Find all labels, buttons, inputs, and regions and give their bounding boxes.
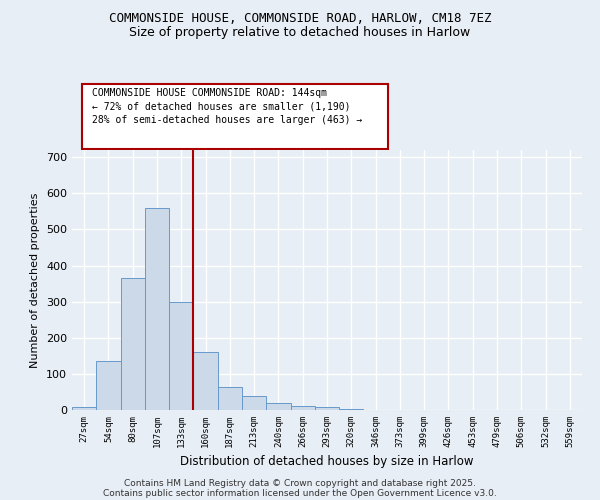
Text: Contains public sector information licensed under the Open Government Licence v3: Contains public sector information licen… (103, 488, 497, 498)
Bar (169, 302, 193, 410)
Bar (193, 352, 218, 410)
Bar (121, 278, 145, 410)
Text: Size of property relative to detached houses in Harlow: Size of property relative to detached ho… (130, 26, 470, 39)
Y-axis label: Number of detached properties: Number of detached properties (31, 192, 40, 368)
Bar (290, 406, 315, 410)
X-axis label: Distribution of detached houses by size in Harlow: Distribution of detached houses by size … (180, 456, 474, 468)
Bar (145, 208, 169, 410)
Bar (242, 396, 266, 410)
Bar (72, 407, 96, 410)
FancyBboxPatch shape (82, 84, 388, 148)
Text: COMMONSIDE HOUSE COMMONSIDE ROAD: 144sqm
← 72% of detached houses are smaller (1: COMMONSIDE HOUSE COMMONSIDE ROAD: 144sqm… (92, 88, 362, 125)
Bar (218, 386, 242, 410)
Bar (339, 408, 364, 410)
Bar (96, 361, 121, 410)
Bar (315, 408, 339, 410)
Text: Contains HM Land Registry data © Crown copyright and database right 2025.: Contains HM Land Registry data © Crown c… (124, 478, 476, 488)
Text: COMMONSIDE HOUSE, COMMONSIDE ROAD, HARLOW, CM18 7EZ: COMMONSIDE HOUSE, COMMONSIDE ROAD, HARLO… (109, 12, 491, 26)
Bar (266, 403, 290, 410)
